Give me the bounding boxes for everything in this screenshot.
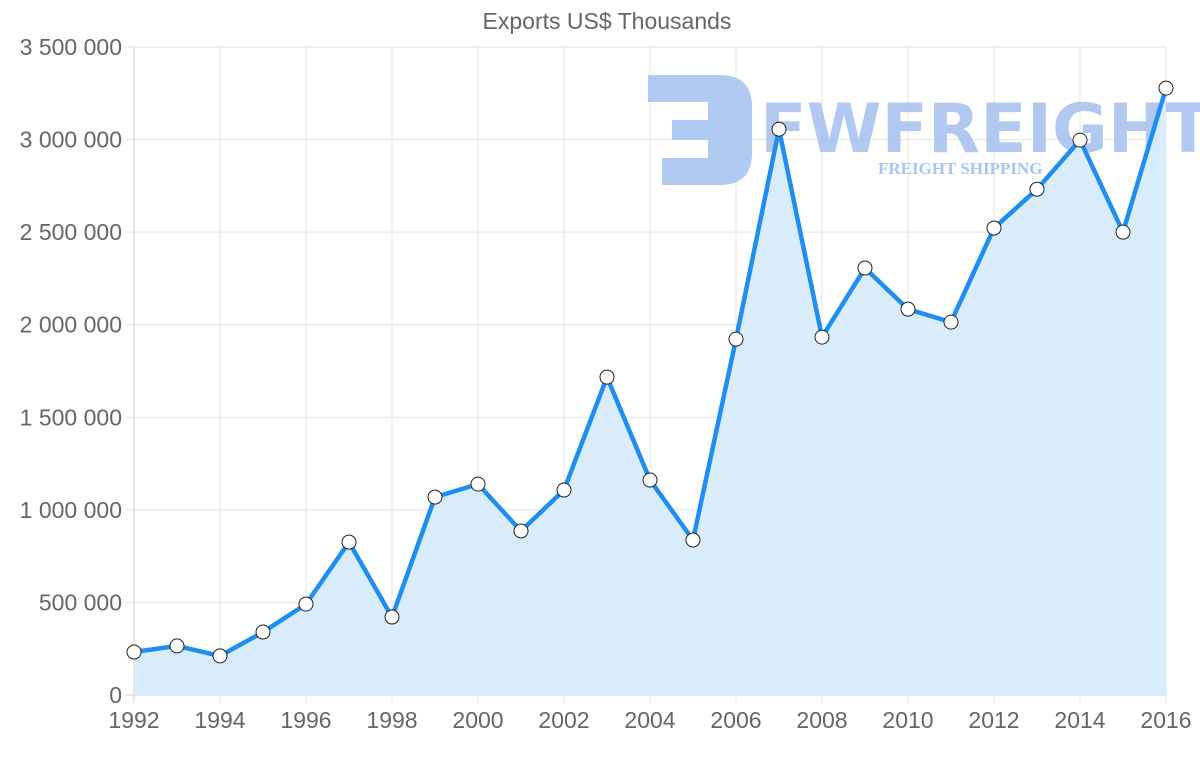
data-point-marker: [1072, 132, 1088, 148]
data-point-marker: [857, 260, 873, 276]
x-tick-label: 2012: [968, 707, 1019, 733]
y-tick-label: 1 500 000: [20, 404, 122, 430]
data-point-marker: [771, 121, 787, 137]
data-point-marker: [427, 489, 443, 505]
data-point-marker: [943, 314, 959, 330]
x-tick-label: 2014: [1054, 707, 1105, 733]
x-tick-label: 2006: [710, 707, 761, 733]
data-point-marker: [169, 638, 185, 654]
data-point-marker: [556, 482, 572, 498]
x-tick-label: 2008: [796, 707, 847, 733]
data-point-marker: [900, 301, 916, 317]
x-axis-ticks: 1992 1994 1996 1998 2000 2002 2004 2006 2008 2010…: [108, 707, 1191, 733]
data-point-marker: [470, 476, 486, 492]
x-tick-label: 2000: [452, 707, 503, 733]
y-tick-label: 3 500 000: [20, 34, 122, 60]
y-tick-label: 2 000 000: [20, 312, 122, 338]
data-point-marker: [126, 644, 142, 660]
watermark-brand: FWFREIGHT: [760, 90, 1200, 169]
data-point-marker: [255, 624, 271, 640]
x-tick-label: 1998: [366, 707, 417, 733]
data-point-marker: [1115, 224, 1131, 240]
data-point-marker: [599, 369, 615, 385]
data-point-marker: [341, 534, 357, 550]
x-tick-label: 2002: [538, 707, 589, 733]
x-tick-label: 2010: [882, 707, 933, 733]
fw-logo-icon: [648, 75, 752, 185]
chart-title: Exports US$ Thousands: [482, 8, 732, 34]
x-tick-label: 1994: [194, 707, 245, 733]
y-tick-label: 0: [109, 682, 122, 708]
watermark-tagline: FREIGHT SHIPPING: [878, 159, 1043, 178]
data-point-marker: [1029, 181, 1045, 197]
data-point-marker: [1158, 80, 1174, 96]
data-point-marker: [212, 648, 228, 664]
data-point-marker: [642, 472, 658, 488]
data-points: [126, 80, 1174, 664]
watermark-logo: FWFREIGHT FREIGHT SHIPPING: [648, 75, 1200, 185]
series-area-fill: [134, 88, 1166, 696]
data-point-marker: [814, 329, 830, 345]
data-point-marker: [728, 331, 744, 347]
x-tick-label: 1996: [280, 707, 331, 733]
data-point-marker: [986, 220, 1002, 236]
y-tick-label: 500 000: [39, 589, 122, 615]
x-tick-label: 1992: [108, 707, 159, 733]
data-point-marker: [685, 532, 701, 548]
y-tick-label: 3 000 000: [20, 127, 122, 153]
x-tick-label: 2016: [1140, 707, 1191, 733]
x-tick-label: 2004: [624, 707, 675, 733]
data-point-marker: [513, 523, 529, 539]
y-axis-ticks: 0 500 000 1 000 000 1 500 000 2 000 000 2 500…: [20, 34, 122, 708]
y-tick-label: 2 500 000: [20, 219, 122, 245]
y-tick-label: 1 000 000: [20, 497, 122, 523]
data-point-marker: [384, 609, 400, 625]
data-point-marker: [298, 596, 314, 612]
